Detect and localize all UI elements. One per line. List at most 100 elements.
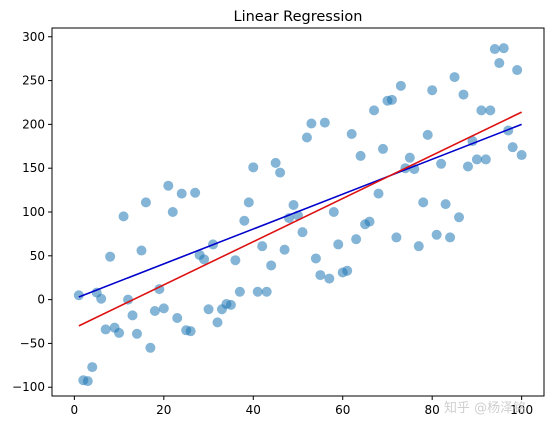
scatter-point xyxy=(373,188,384,199)
scatter-point xyxy=(100,324,111,335)
scatter-point xyxy=(454,212,465,223)
scatter-point xyxy=(431,229,442,240)
scatter-point xyxy=(342,265,353,276)
scatter-point xyxy=(87,362,98,373)
x-tick-label: 100 xyxy=(510,403,533,417)
scatter-point xyxy=(306,118,317,129)
scatter-point xyxy=(190,187,201,198)
scatter-point xyxy=(395,80,406,91)
y-tick-label: 200 xyxy=(22,117,45,131)
scatter-point xyxy=(386,94,397,105)
scatter-point xyxy=(199,254,210,265)
x-tick-label: 20 xyxy=(156,403,171,417)
scatter-point xyxy=(176,188,187,199)
scatter-point xyxy=(131,328,142,339)
scatter-point xyxy=(230,255,241,266)
scatter-point xyxy=(185,326,196,337)
regression-line-1 xyxy=(78,123,522,298)
scatter-point xyxy=(167,207,178,217)
scatter-point xyxy=(436,158,447,169)
scatter-point xyxy=(248,162,259,173)
plot-area xyxy=(73,43,527,387)
scatter-point xyxy=(355,150,366,161)
scatter-point xyxy=(136,245,147,256)
scatter-point xyxy=(369,105,380,116)
scatter-point xyxy=(346,129,357,140)
x-tick-label: 40 xyxy=(246,403,261,417)
scatter-point xyxy=(123,294,134,305)
scatter-point xyxy=(498,43,509,54)
x-axis: 0 20 40 60 80 100 xyxy=(71,396,533,417)
scatter-point xyxy=(413,241,424,252)
scatter-point xyxy=(449,72,460,83)
scatter-point xyxy=(333,239,344,250)
scatter-point xyxy=(140,197,151,208)
scatter-point xyxy=(297,227,308,238)
x-tick-label: 60 xyxy=(335,403,350,417)
scatter-point xyxy=(507,142,518,153)
scatter-point xyxy=(445,232,456,243)
scatter-point xyxy=(270,157,281,168)
scatter-point xyxy=(480,154,491,165)
scatter-point xyxy=(328,207,339,217)
y-tick-label: 50 xyxy=(30,249,45,263)
scatter-point xyxy=(422,129,433,140)
scatter-point xyxy=(467,136,478,147)
y-tick-label: 250 xyxy=(22,74,45,88)
watermark-text: 知乎 @杨泽铭 xyxy=(444,400,526,416)
scatter-point xyxy=(73,290,84,301)
scatter-point xyxy=(301,132,312,143)
scatter-point xyxy=(275,167,286,178)
scatter-point xyxy=(404,152,415,163)
chart-title: Linear Regression xyxy=(234,9,363,25)
scatter-point xyxy=(279,244,290,255)
y-tick-label: 150 xyxy=(22,161,45,175)
x-tick-label: 80 xyxy=(425,403,440,417)
scatter-point xyxy=(145,342,156,353)
scatter-point xyxy=(163,180,174,191)
scatter-point xyxy=(149,306,160,317)
scatter-point xyxy=(427,85,438,96)
x-tick-label: 0 xyxy=(71,403,79,417)
scatter-point xyxy=(243,197,254,208)
scatter-point xyxy=(310,253,321,264)
scatter-point xyxy=(351,234,362,245)
scatter-point xyxy=(440,199,451,210)
scatter-point xyxy=(252,286,263,297)
scatter-point xyxy=(512,65,523,76)
scatter-point xyxy=(364,216,375,227)
scatter-point xyxy=(172,313,183,324)
y-tick-label: 300 xyxy=(22,30,45,44)
scatter-point xyxy=(158,303,169,314)
scatter-point xyxy=(391,232,402,243)
scatter-point xyxy=(118,211,129,222)
scatter-point xyxy=(288,199,299,210)
scatter-point xyxy=(266,260,277,271)
scatter-point xyxy=(485,105,496,116)
scatter-point xyxy=(418,197,429,208)
scatter-point xyxy=(239,215,250,226)
scatter-point xyxy=(234,286,245,297)
scatter-point xyxy=(96,293,107,304)
scatter-point xyxy=(471,154,482,165)
scatter-point xyxy=(257,241,268,252)
y-axis: −100 −50 0 50 100 150 200 250 300 xyxy=(12,30,52,394)
scatter-point xyxy=(212,317,223,328)
scatter-point xyxy=(458,89,469,100)
y-tick-label: 100 xyxy=(22,205,45,219)
scatter-point xyxy=(462,161,473,172)
scatter-point xyxy=(516,150,527,161)
scatter-point xyxy=(261,286,272,297)
scatter-point xyxy=(377,143,388,154)
scatter-point xyxy=(203,304,214,315)
scatter-point xyxy=(476,105,487,116)
scatter-point xyxy=(105,251,116,262)
y-tick-label: 0 xyxy=(37,293,45,307)
scatter-point xyxy=(114,327,125,338)
scatter-point xyxy=(127,310,138,321)
scatter-point xyxy=(489,44,500,55)
scatter-point xyxy=(494,58,505,69)
scatter-point xyxy=(324,273,335,284)
regression-line-2 xyxy=(78,111,522,327)
